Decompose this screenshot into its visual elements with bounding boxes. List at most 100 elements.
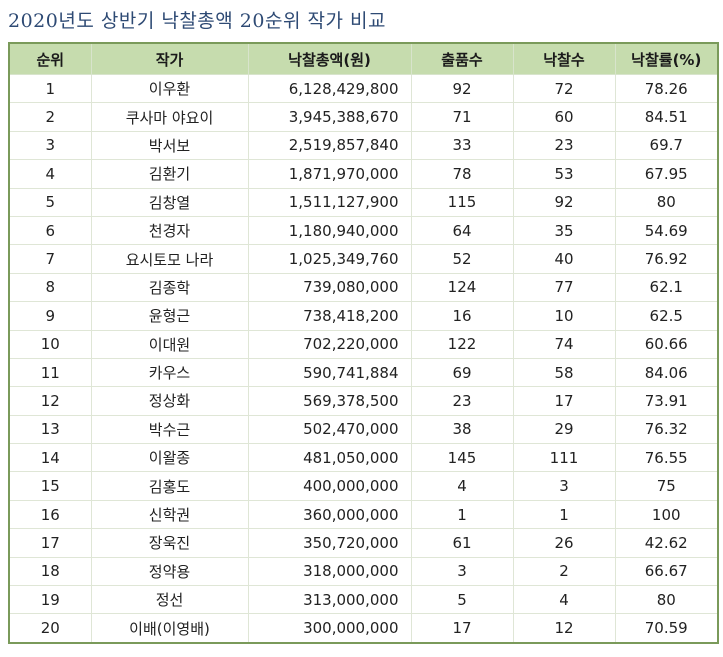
lots-offered-cell: 33	[411, 131, 514, 161]
table-row: 13 박수근 502,470,000 38 29 76.32	[9, 415, 719, 445]
lots-offered-cell: 3	[411, 557, 514, 587]
lots-sold-cell: 10	[513, 301, 616, 331]
artist-cell: 김창열	[91, 188, 249, 217]
table-row: 6 천경자 1,180,940,000 64 35 54.69	[9, 216, 719, 246]
table-row: 14 이왈종 481,050,000 145 111 76.55	[9, 443, 719, 473]
ranking-table: 순위 작가 낙찰총액(원) 출품수 낙찰수 낙찰률(%) 1 이우환 6,128,4…	[8, 42, 719, 644]
lots-offered-cell: 71	[411, 102, 514, 132]
total-amount-cell: 738,418,200	[248, 301, 412, 331]
artist-cell: 카우스	[91, 358, 249, 388]
sell-rate-cell: 100	[615, 500, 719, 530]
rank-cell: 12	[9, 386, 92, 416]
rank-cell: 13	[9, 415, 92, 445]
total-amount-cell: 3,945,388,670	[248, 102, 412, 132]
rank-cell: 18	[9, 557, 92, 587]
sell-rate-cell: 84.51	[615, 102, 719, 132]
rank-cell: 15	[9, 471, 92, 501]
sell-rate-cell: 62.5	[615, 301, 719, 331]
total-amount-cell: 318,000,000	[248, 557, 412, 587]
table-row: 18 정약용 318,000,000 3 2 66.67	[9, 557, 719, 587]
artist-cell: 김홍도	[91, 471, 249, 501]
total-amount-cell: 590,741,884	[248, 358, 412, 388]
lots-sold-cell: 58	[513, 358, 616, 388]
table-row: 17 장욱진 350,720,000 61 26 42.62	[9, 528, 719, 558]
total-amount-cell: 481,050,000	[248, 443, 412, 473]
lots-offered-cell: 61	[411, 528, 514, 558]
sell-rate-cell: 67.95	[615, 159, 719, 189]
sell-rate-cell: 80	[615, 188, 719, 217]
lots-sold-cell: 60	[513, 102, 616, 132]
lots-sold-cell: 92	[513, 188, 616, 217]
artist-cell: 쿠사마 야요이	[91, 102, 249, 132]
lots-sold-cell: 29	[513, 415, 616, 445]
sell-rate-cell: 76.32	[615, 415, 719, 445]
total-amount-cell: 300,000,000	[248, 613, 412, 644]
total-amount-cell: 6,128,429,800	[248, 74, 412, 104]
sell-rate-cell: 54.69	[615, 216, 719, 246]
lots-sold-cell: 23	[513, 131, 616, 161]
table-row: 8 김종학 739,080,000 124 77 62.1	[9, 273, 719, 303]
rank-cell: 14	[9, 443, 92, 473]
table-row: 1 이우환 6,128,429,800 92 72 78.26	[9, 74, 719, 104]
lots-offered-cell: 92	[411, 74, 514, 104]
header-rank: 순위	[9, 43, 92, 75]
lots-offered-cell: 16	[411, 301, 514, 331]
rank-cell: 6	[9, 216, 92, 246]
lots-sold-cell: 12	[513, 613, 616, 644]
sell-rate-cell: 60.66	[615, 330, 719, 359]
header-artist: 작가	[91, 43, 249, 75]
lots-sold-cell: 3	[513, 471, 616, 501]
total-amount-cell: 1,180,940,000	[248, 216, 412, 246]
lots-offered-cell: 52	[411, 244, 514, 274]
total-amount-cell: 569,378,500	[248, 386, 412, 416]
artist-cell: 이대원	[91, 330, 249, 359]
sell-rate-cell: 62.1	[615, 273, 719, 303]
artist-cell: 김종학	[91, 273, 249, 303]
table-row: 5 김창열 1,511,127,900 115 92 80	[9, 188, 719, 217]
sell-rate-cell: 42.62	[615, 528, 719, 558]
lots-sold-cell: 17	[513, 386, 616, 416]
lots-offered-cell: 69	[411, 358, 514, 388]
rank-cell: 5	[9, 188, 92, 217]
table-row: 16 신학권 360,000,000 1 1 100	[9, 500, 719, 530]
rank-cell: 20	[9, 613, 92, 644]
artist-cell: 박수근	[91, 415, 249, 445]
lots-offered-cell: 145	[411, 443, 514, 473]
table-row: 12 정상화 569,378,500 23 17 73.91	[9, 386, 719, 416]
lots-sold-cell: 40	[513, 244, 616, 274]
sell-rate-cell: 75	[615, 471, 719, 501]
artist-cell: 장욱진	[91, 528, 249, 558]
lots-offered-cell: 1	[411, 500, 514, 530]
rank-cell: 2	[9, 102, 92, 132]
artist-cell: 정약용	[91, 557, 249, 587]
total-amount-cell: 313,000,000	[248, 585, 412, 615]
lots-offered-cell: 23	[411, 386, 514, 416]
lots-offered-cell: 115	[411, 188, 514, 217]
artist-cell: 천경자	[91, 216, 249, 246]
sell-rate-cell: 84.06	[615, 358, 719, 388]
artist-cell: 김환기	[91, 159, 249, 189]
rank-cell: 11	[9, 358, 92, 388]
lots-sold-cell: 2	[513, 557, 616, 587]
artist-cell: 정선	[91, 585, 249, 615]
sell-rate-cell: 78.26	[615, 74, 719, 104]
table-row: 9 윤형근 738,418,200 16 10 62.5	[9, 301, 719, 331]
rank-cell: 16	[9, 500, 92, 530]
total-amount-cell: 739,080,000	[248, 273, 412, 303]
table-row: 2 쿠사마 야요이 3,945,388,670 71 60 84.51	[9, 102, 719, 132]
table-row: 10 이대원 702,220,000 122 74 60.66	[9, 330, 719, 359]
rank-cell: 9	[9, 301, 92, 331]
sell-rate-cell: 80	[615, 585, 719, 615]
lots-sold-cell: 111	[513, 443, 616, 473]
lots-offered-cell: 124	[411, 273, 514, 303]
header-sell-rate: 낙찰률(%)	[615, 43, 719, 75]
artist-cell: 이왈종	[91, 443, 249, 473]
sell-rate-cell: 70.59	[615, 613, 719, 644]
table-row: 7 요시토모 나라 1,025,349,760 52 40 76.92	[9, 244, 719, 274]
header-lots-offered: 출품수	[411, 43, 514, 75]
lots-offered-cell: 17	[411, 613, 514, 644]
table-row: 11 카우스 590,741,884 69 58 84.06	[9, 358, 719, 388]
sell-rate-cell: 69.7	[615, 131, 719, 161]
rank-cell: 4	[9, 159, 92, 189]
rank-cell: 3	[9, 131, 92, 161]
